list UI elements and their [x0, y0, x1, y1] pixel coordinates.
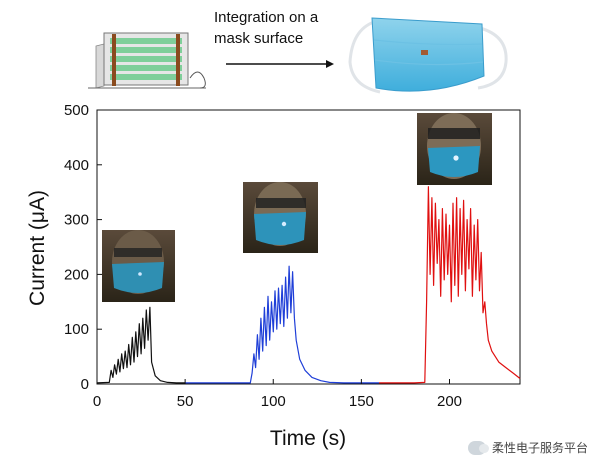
- y-axis-title: Current (μA): [26, 190, 49, 306]
- arrow-caption-line1: Integration on a: [214, 9, 319, 26]
- plot-frame: [96, 109, 521, 385]
- x-tick-label: 150: [349, 393, 374, 410]
- inset-photo-1: [102, 230, 175, 302]
- y-tick-label: 400: [64, 157, 89, 174]
- x-tick-label: 200: [437, 393, 462, 410]
- x-tick-label: 0: [93, 393, 101, 410]
- series-layer: [96, 186, 521, 384]
- series-line-2: [185, 265, 379, 384]
- watermark: 柔性电子服务平台: [467, 439, 588, 456]
- inset-photo-2: [243, 182, 318, 253]
- y-tick-label: 500: [64, 102, 89, 119]
- face-mask-image: [348, 17, 508, 94]
- x-axis-title: Time (s): [270, 427, 346, 450]
- axis-layer: 0 50 100 150 200 0 100 200 300 400 500: [64, 102, 462, 410]
- x-tick-label: 100: [261, 393, 286, 410]
- series-line-1: [96, 306, 186, 384]
- x-tick-label: 50: [177, 393, 194, 410]
- y-tick-label: 300: [64, 212, 89, 229]
- y-tick-label: 200: [64, 266, 89, 283]
- y-tick-label: 100: [64, 321, 89, 338]
- watermark-text: 柔性电子服务平台: [491, 441, 588, 455]
- wechat-logo-icon: [467, 440, 489, 455]
- device-illustration: [88, 32, 206, 89]
- inset-photo-3: [417, 113, 492, 185]
- y-tick-label: 0: [81, 376, 89, 393]
- integration-arrow: [226, 60, 334, 68]
- arrow-caption-line2: mask surface: [214, 30, 303, 47]
- series-line-3: [379, 186, 521, 384]
